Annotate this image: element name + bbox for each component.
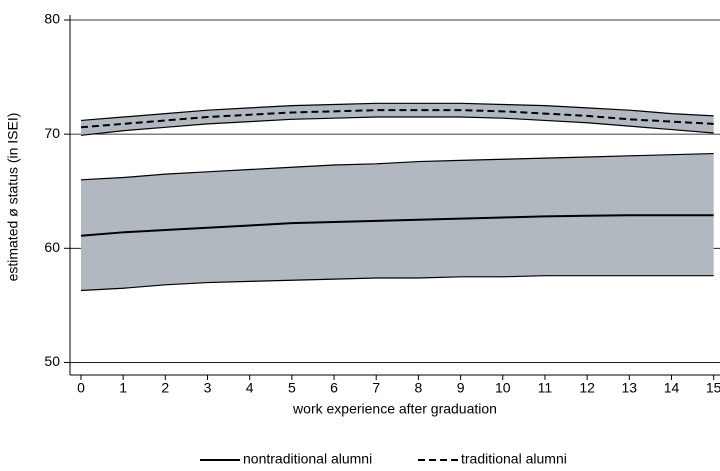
x-tick-label: 2 bbox=[161, 380, 169, 396]
x-tick-label: 1 bbox=[119, 380, 127, 396]
x-tick-label: 13 bbox=[622, 380, 638, 396]
x-axis-label: work experience after graduation bbox=[292, 401, 497, 417]
band-edge bbox=[80, 152, 714, 181]
y-tick-label: 80 bbox=[44, 11, 60, 27]
band-edge bbox=[80, 275, 714, 292]
confidence-band bbox=[80, 153, 714, 291]
x-tick-label: 4 bbox=[246, 380, 254, 396]
x-tick-label: 3 bbox=[204, 380, 212, 396]
x-tick-label: 15 bbox=[706, 380, 720, 396]
y-axis-label: estimated ø status (in ISEI) bbox=[5, 113, 21, 282]
confidence-band bbox=[80, 103, 714, 136]
x-tick-label: 10 bbox=[495, 380, 511, 396]
x-tick-label: 6 bbox=[330, 380, 338, 396]
x-tick-label: 12 bbox=[579, 380, 595, 396]
line bbox=[80, 109, 714, 129]
y-tick-label: 70 bbox=[44, 125, 60, 141]
line bbox=[80, 214, 714, 237]
legend-label: nontraditional alumni bbox=[243, 451, 372, 467]
x-tick-label: 8 bbox=[415, 380, 423, 396]
band-edge bbox=[80, 102, 714, 122]
y-tick-label: 50 bbox=[44, 353, 60, 369]
legend-label: traditional alumni bbox=[461, 451, 567, 467]
x-tick-label: 11 bbox=[538, 380, 553, 396]
x-tick-label: 0 bbox=[77, 380, 85, 396]
band-edge bbox=[80, 116, 714, 136]
x-tick-label: 5 bbox=[288, 380, 296, 396]
x-tick-label: 14 bbox=[664, 380, 680, 396]
x-tick-label: 9 bbox=[457, 380, 465, 396]
y-tick-label: 60 bbox=[44, 239, 60, 255]
x-tick-label: 7 bbox=[372, 380, 380, 396]
